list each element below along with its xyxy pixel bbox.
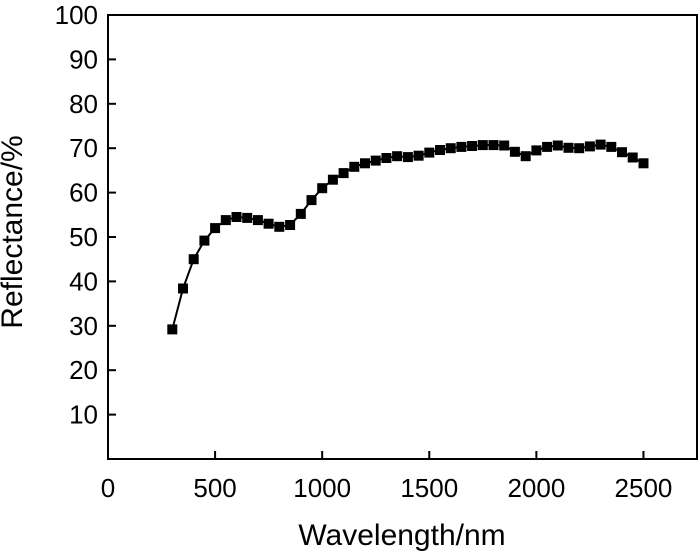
- data-point: [477, 140, 488, 151]
- data-point: [252, 215, 263, 226]
- series-layer: [167, 139, 649, 335]
- data-point: [349, 161, 360, 172]
- x-tick-label: 0: [101, 473, 115, 503]
- data-point: [274, 221, 285, 232]
- data-point: [167, 324, 178, 335]
- data-point: [520, 151, 531, 162]
- series-line: [171, 143, 644, 330]
- data-point: [488, 140, 499, 151]
- data-point: [392, 151, 403, 162]
- data-point: [413, 150, 424, 161]
- data-point: [338, 168, 349, 179]
- data-point: [445, 143, 456, 154]
- y-tick-label: 80: [69, 89, 98, 119]
- data-point: [327, 174, 338, 185]
- data-point: [295, 208, 306, 219]
- data-point: [360, 158, 370, 169]
- data-point: [456, 141, 467, 152]
- x-tick-label: 1500: [400, 473, 458, 503]
- data-point: [424, 147, 435, 158]
- data-point: [370, 155, 381, 166]
- data-point: [199, 235, 210, 246]
- data-point: [220, 215, 231, 226]
- data-point: [263, 218, 274, 229]
- data-point: [435, 145, 445, 155]
- x-tick-label: 1000: [293, 473, 351, 503]
- y-tick-label: 100: [55, 0, 98, 30]
- data-point: [499, 140, 510, 151]
- plot-frame: [107, 14, 698, 460]
- y-tick-label: 20: [69, 355, 98, 385]
- x-tick-label: 500: [193, 473, 236, 503]
- y-tick-label: 70: [69, 133, 98, 163]
- x-axis-ticks: 0 500 1000 1500 2000 2500: [101, 451, 673, 503]
- x-tick-label: 2500: [615, 473, 673, 503]
- y-axis-ticks: 10 20 30 40 50 60 70 80 90 100: [55, 0, 116, 430]
- data-point: [188, 254, 199, 265]
- data-point: [231, 212, 242, 222]
- data-point: [306, 195, 317, 206]
- data-point: [552, 140, 563, 151]
- y-axis-title: Reflectance/%: [0, 135, 29, 328]
- data-point: [402, 152, 413, 163]
- data-point: [531, 145, 542, 156]
- y-tick-label: 90: [69, 44, 98, 74]
- data-point: [563, 142, 574, 153]
- data-point: [606, 141, 617, 152]
- data-point: [285, 220, 296, 230]
- data-point: [617, 147, 627, 158]
- data-point: [584, 141, 595, 152]
- y-tick-label: 30: [69, 311, 98, 341]
- data-point: [317, 183, 328, 194]
- data-point: [178, 283, 188, 294]
- y-tick-label: 50: [69, 222, 98, 252]
- data-point: [210, 223, 221, 234]
- data-point: [542, 141, 553, 152]
- data-point: [638, 158, 649, 169]
- data-point: [627, 152, 638, 163]
- data-point: [509, 146, 520, 157]
- data-point: [467, 141, 478, 151]
- data-point: [574, 143, 585, 154]
- y-tick-label: 60: [69, 178, 98, 208]
- data-point: [381, 153, 392, 163]
- x-tick-label: 2000: [507, 473, 565, 503]
- y-tick-label: 40: [69, 266, 98, 296]
- data-point: [242, 212, 253, 223]
- y-tick-label: 10: [69, 400, 98, 430]
- data-point: [595, 139, 606, 150]
- x-axis-title: Wavelength/nm: [298, 519, 505, 552]
